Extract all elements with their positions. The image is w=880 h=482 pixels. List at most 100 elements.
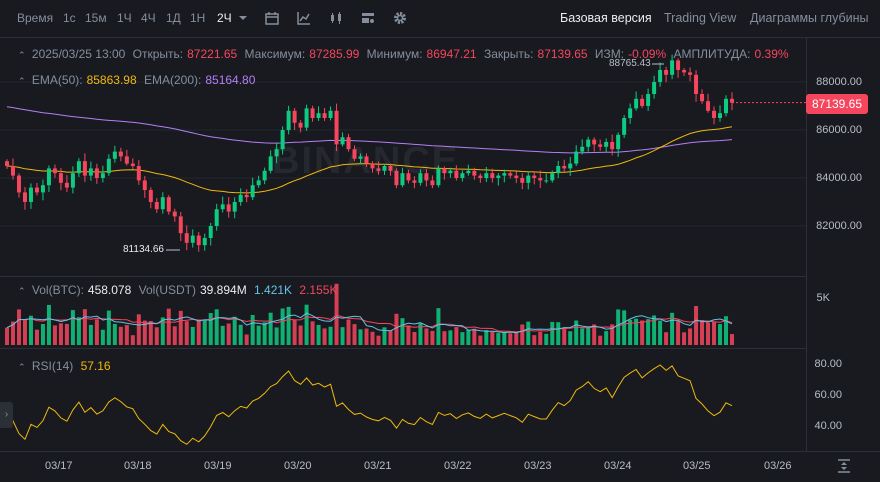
indicators-icon[interactable] — [297, 11, 311, 25]
date-tick: 03/26 — [764, 460, 792, 472]
chart-toolbar: Время 1с 15м 1Ч 4Ч 1Д 1Н 2Ч Базовая верс… — [0, 0, 880, 38]
candle-body — [292, 110, 297, 123]
volume-bar — [634, 318, 639, 345]
volume-bar — [226, 323, 231, 345]
candle-body — [106, 158, 111, 174]
volume-bar — [490, 331, 495, 345]
chart-type-icon[interactable] — [329, 11, 343, 25]
volume-bar — [724, 316, 729, 345]
candle-body — [592, 139, 597, 145]
candle-body — [352, 149, 357, 159]
candle-body — [400, 173, 405, 186]
volume-bar — [538, 331, 543, 345]
volume-bar — [406, 325, 411, 345]
candle-body — [628, 108, 633, 118]
volume-bar — [580, 328, 585, 345]
volume-bar — [514, 332, 519, 345]
rsi-axis-tick: 40.00 — [814, 420, 842, 432]
volume-bar — [478, 335, 483, 345]
volume-bar — [394, 313, 399, 345]
collapse-chevron-icon[interactable]: ⌃ — [18, 50, 26, 60]
volume-bar — [562, 328, 567, 345]
timeframe-1d[interactable]: 1Д — [166, 11, 181, 25]
candle-body — [64, 182, 69, 188]
volume-bar — [640, 320, 645, 345]
volume-bar — [592, 324, 597, 345]
calendar-icon[interactable] — [265, 11, 279, 25]
volume-bar — [292, 319, 297, 345]
view-tradingview[interactable]: Trading View — [664, 11, 737, 25]
candle-body — [298, 122, 303, 128]
view-depth-chart[interactable]: Диаграммы глубины — [750, 11, 869, 25]
collapse-chevron-icon[interactable]: ⌃ — [18, 362, 26, 372]
collapse-chevron-icon[interactable]: ⌃ — [18, 76, 26, 86]
candlestick-chart[interactable] — [0, 38, 806, 276]
volume-bar — [178, 310, 183, 345]
volume-bar — [250, 314, 255, 345]
date-tick: 03/25 — [683, 460, 711, 472]
volume-bar — [286, 306, 291, 345]
volume-bar — [148, 320, 153, 345]
volume-bar — [688, 328, 693, 345]
volume-bar — [256, 325, 261, 345]
volume-bar — [10, 321, 15, 345]
candle-body — [436, 168, 441, 186]
timeframe-1s[interactable]: 1с — [63, 11, 76, 25]
candle-body — [610, 142, 615, 150]
candle-body — [730, 98, 734, 103]
candle-body — [394, 170, 399, 186]
candle-body — [358, 156, 363, 159]
volume-bar — [124, 325, 129, 345]
change-value: -0.09% — [628, 47, 667, 61]
candle-body — [370, 163, 375, 169]
volume-bar — [388, 330, 393, 345]
timeframe-4h[interactable]: 4Ч — [141, 11, 156, 25]
candle-body — [10, 166, 15, 176]
volume-bar — [712, 322, 717, 345]
candle-body — [70, 173, 75, 188]
timeframe-1h[interactable]: 1Ч — [117, 11, 132, 25]
timeframe-15m[interactable]: 15м — [85, 11, 107, 25]
timeframe-2h-selected[interactable]: 2Ч — [217, 11, 232, 25]
ema50-line — [6, 126, 733, 194]
volume-bar — [694, 306, 699, 345]
candle-body — [94, 168, 99, 178]
date-tick: 03/17 — [45, 460, 73, 472]
price-tick: 82000.00 — [816, 220, 862, 232]
view-basic[interactable]: Базовая версия — [560, 11, 652, 25]
volume-bar — [610, 324, 615, 345]
timeframe-1w[interactable]: 1Н — [190, 11, 206, 25]
volume-bar — [616, 309, 621, 345]
volume-bar — [460, 332, 465, 345]
candle-body — [88, 168, 93, 176]
candle-body — [76, 161, 81, 174]
candle-body — [178, 216, 183, 234]
timeframe-time[interactable]: Время — [17, 11, 54, 25]
rsi-value: 57.16 — [80, 359, 111, 373]
auto-scale-icon[interactable] — [837, 459, 851, 473]
candle-body — [424, 173, 429, 181]
volume-bar — [718, 324, 723, 345]
volume-bar — [520, 324, 525, 345]
candle-body — [598, 144, 603, 147]
collapse-chevron-icon[interactable]: ⌃ — [18, 286, 26, 296]
volume-bar — [556, 322, 561, 345]
volume-bar — [196, 319, 201, 345]
candle-body — [550, 173, 555, 181]
volume-bar — [76, 317, 81, 345]
volume-bar — [376, 335, 381, 345]
volume-bar — [532, 335, 537, 345]
scroll-left-handle[interactable]: › — [0, 402, 13, 428]
candle-body — [376, 168, 381, 171]
ema50-label: EMA(50): — [31, 73, 83, 87]
template-icon[interactable] — [361, 11, 375, 25]
high-price-marker: 88765.43 — [609, 58, 651, 69]
volume-bar — [682, 332, 687, 345]
timeframe-dropdown-icon[interactable] — [238, 14, 248, 22]
volume-bar — [484, 330, 489, 345]
settings-icon[interactable] — [393, 11, 407, 25]
candle-body — [556, 166, 561, 174]
candle-body — [28, 187, 33, 202]
volume-bar — [112, 323, 117, 345]
volume-bar — [220, 325, 225, 345]
